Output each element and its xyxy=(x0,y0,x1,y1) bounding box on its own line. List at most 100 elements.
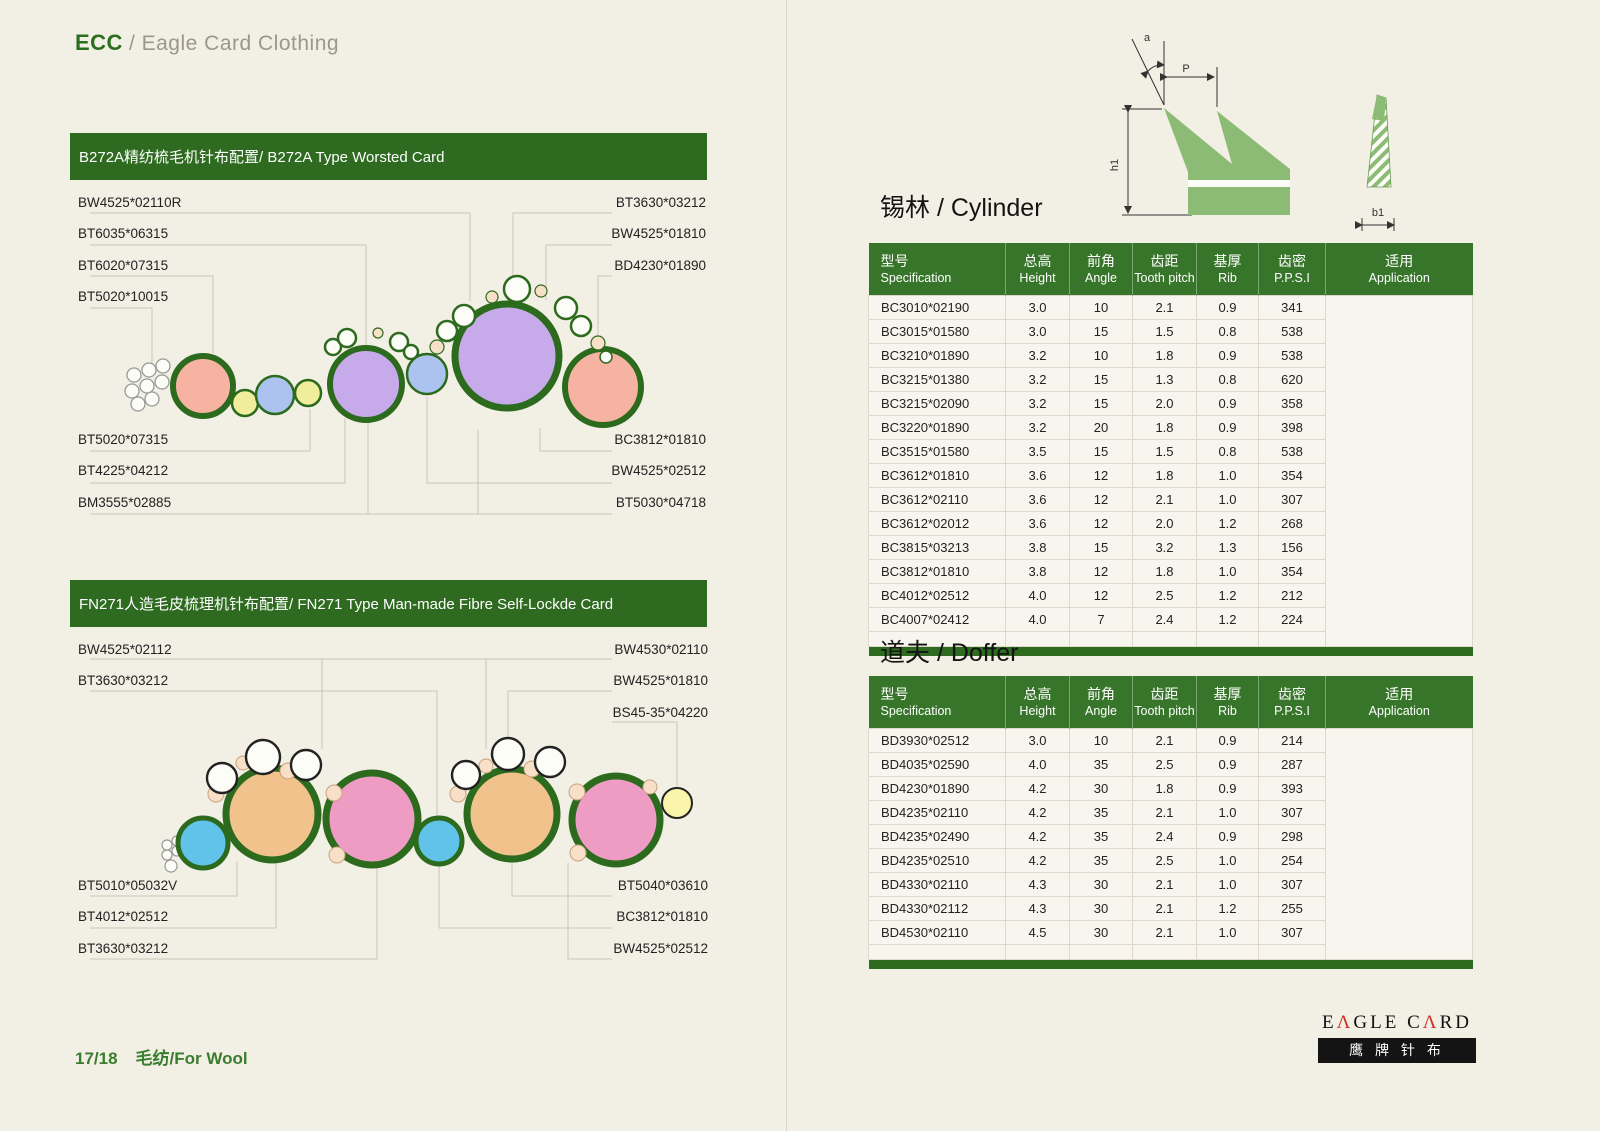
page-divider xyxy=(786,0,787,1131)
column-header: 适用 Application xyxy=(1325,243,1473,296)
wire-cross-section-tip xyxy=(1372,95,1386,121)
spec-cell: BC3515*01580 xyxy=(868,439,1006,464)
roller-circle xyxy=(562,346,644,428)
value-cell: 2.4 xyxy=(1132,607,1197,632)
roller-circle xyxy=(289,748,323,782)
table-row: BD4230*01890 4.2 30 1.8 0.9 393 xyxy=(868,776,1473,801)
connector-line xyxy=(545,244,612,300)
logo-letter: E xyxy=(1322,1012,1337,1033)
table-row: BC3215*02090 3.2 15 2.0 0.9 358 xyxy=(868,391,1473,416)
spec-cell: BC3220*01890 xyxy=(868,415,1006,440)
column-header: 基厚 Rib xyxy=(1196,676,1259,729)
table-row: BC3815*03213 3.8 15 3.2 1.3 156 xyxy=(868,535,1473,560)
roller-circle xyxy=(325,784,343,802)
spec-cell: BC3612*02110 xyxy=(868,487,1006,512)
roller-circle xyxy=(485,290,499,304)
table-row: BC3612*02012 3.6 12 2.0 1.2 268 xyxy=(868,511,1473,536)
spec-cell: BC3015*01580 xyxy=(868,319,1006,344)
dimension-labels: a P h1 b1 xyxy=(1109,32,1384,219)
spec-cell: BD4235*02110 xyxy=(868,800,1006,825)
value-cell: 298 xyxy=(1258,824,1326,849)
value-cell: 7 xyxy=(1069,607,1133,632)
value-cell: 12 xyxy=(1069,487,1133,512)
roller-circle xyxy=(569,314,593,338)
value-cell: 2.5 xyxy=(1132,848,1197,873)
value-cell: 0.9 xyxy=(1196,343,1259,368)
roller-circle xyxy=(533,745,567,779)
spec-label: BW4525*02112 xyxy=(78,642,172,657)
spacer-cell xyxy=(1196,944,1259,960)
logo-chinese-banner: 鹰 牌 针 布 xyxy=(1318,1038,1476,1063)
value-cell: 0.9 xyxy=(1196,391,1259,416)
value-cell: 1.2 xyxy=(1196,896,1259,921)
value-cell: 4.2 xyxy=(1005,776,1070,801)
value-cell: 4.2 xyxy=(1005,848,1070,873)
spec-cell: BC3215*02090 xyxy=(868,391,1006,416)
value-cell: 35 xyxy=(1069,824,1133,849)
value-cell: 1.0 xyxy=(1196,800,1259,825)
value-cell: 3.0 xyxy=(1005,295,1070,320)
spec-label: BT3630*03212 xyxy=(78,941,169,956)
value-cell: 1.0 xyxy=(1196,463,1259,488)
spec-label: BW4525*02110R xyxy=(78,195,182,210)
roller-circle xyxy=(154,374,170,390)
value-cell: 255 xyxy=(1258,896,1326,921)
roller-circle xyxy=(279,762,297,780)
value-cell: 0.9 xyxy=(1196,728,1259,753)
value-cell: 307 xyxy=(1258,872,1326,897)
column-header: 型号 Specification xyxy=(868,676,1006,729)
roller-circle xyxy=(451,303,477,329)
table-row: BD4330*02110 4.3 30 2.1 1.0 307 xyxy=(868,872,1473,897)
value-cell: 4.3 xyxy=(1005,896,1070,921)
logo-letter-red-a: Λ xyxy=(1422,1012,1440,1033)
roller-circle xyxy=(642,779,658,795)
spacer-cell xyxy=(1196,631,1259,647)
spec-cell: BD4035*02590 xyxy=(868,752,1006,777)
connector-line xyxy=(511,860,612,897)
value-cell: 620 xyxy=(1258,367,1326,392)
value-cell: 4.5 xyxy=(1005,920,1070,945)
value-cell: 3.8 xyxy=(1005,559,1070,584)
value-cell: 538 xyxy=(1258,439,1326,464)
value-cell: 2.1 xyxy=(1132,872,1197,897)
doffer-table: 型号 Specification 总高 Height 前角 Angle 齿距 Tooth pi… xyxy=(868,676,1473,969)
spec-cell: BD4235*02490 xyxy=(868,824,1006,849)
spec-label: BT3630*03212 xyxy=(615,195,706,210)
spacer-cell xyxy=(1005,944,1070,960)
value-cell: 3.0 xyxy=(1005,728,1070,753)
value-cell: 4.0 xyxy=(1005,583,1070,608)
column-header: 基厚 Rib xyxy=(1196,243,1259,296)
value-cell: 4.2 xyxy=(1005,800,1070,825)
spacer-cell xyxy=(1132,631,1197,647)
doffer-section-title: 道夫 / Doffer xyxy=(880,639,1019,667)
spec-label: BD4230*01890 xyxy=(614,258,706,273)
value-cell: 2.5 xyxy=(1132,583,1197,608)
spec-label: BT5020*07315 xyxy=(78,432,169,447)
value-cell: 35 xyxy=(1069,752,1133,777)
table-row: BC3515*01580 3.5 15 1.5 0.8 538 xyxy=(868,439,1473,464)
roller-circle xyxy=(568,783,586,801)
roller-circle xyxy=(402,343,420,361)
roller-circle xyxy=(413,815,465,867)
value-cell: 3.2 xyxy=(1005,391,1070,416)
value-cell: 30 xyxy=(1069,920,1133,945)
value-cell: 1.5 xyxy=(1132,439,1197,464)
header-row: 型号 Specification 总高 Height 前角 Angle 齿距 Tooth pi… xyxy=(868,243,1473,296)
cylinder-table: 型号 Specification 总高 Height 前角 Angle 齿距 Tooth pi… xyxy=(868,243,1473,656)
roller-circle xyxy=(478,758,494,774)
banner-b272a: B272A精纺梳毛机针布配置/ B272A Type Worsted Card xyxy=(70,133,707,180)
value-cell: 398 xyxy=(1258,415,1326,440)
spec-label: BM3555*02885 xyxy=(78,495,172,510)
table-row: BD4235*02110 4.2 35 2.1 1.0 307 xyxy=(868,800,1473,825)
spec-label: BT3630*03212 xyxy=(78,673,169,688)
cylinder-section-title: 锡林 / Cylinder xyxy=(880,194,1043,222)
value-cell: 1.0 xyxy=(1196,487,1259,512)
value-cell: 2.4 xyxy=(1132,824,1197,849)
connector-line xyxy=(612,721,678,787)
table-end-bar xyxy=(868,646,1473,656)
value-cell: 10 xyxy=(1069,343,1133,368)
spec-cell: BD3930*02512 xyxy=(868,728,1006,753)
value-cell: 1.0 xyxy=(1196,920,1259,945)
roller-circle xyxy=(502,274,532,304)
value-cell: 4.0 xyxy=(1005,607,1070,632)
